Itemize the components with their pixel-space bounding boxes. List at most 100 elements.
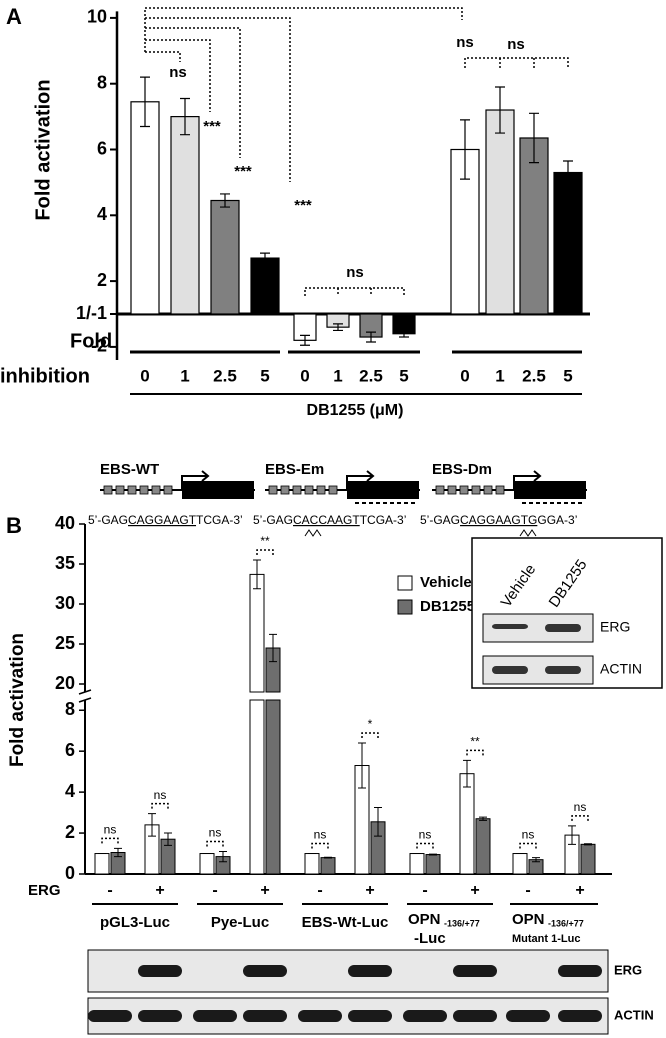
x-tick-label: 5	[399, 366, 408, 385]
error-bar	[495, 86, 505, 134]
y-axis-label: Fold activation	[32, 79, 54, 220]
significance-bracket	[206, 840, 224, 847]
x-tick-label: +	[575, 882, 584, 899]
blot-band	[506, 1010, 550, 1022]
bar	[459, 773, 475, 875]
y-tick-label: 2	[97, 270, 107, 290]
gene-label: luc	[374, 482, 392, 496]
x-tick-label: -	[422, 882, 427, 899]
x-tick-label: 2.5	[213, 366, 237, 385]
error-bar	[140, 76, 150, 128]
y-tick-label: -2	[91, 336, 107, 356]
significance-bracket	[361, 732, 379, 738]
ebs-box	[495, 485, 505, 495]
y-tick-label: 4	[65, 781, 75, 801]
blot-band	[193, 1010, 237, 1022]
construct-name: EBS-Dm	[432, 461, 492, 478]
row-label: ERG	[28, 882, 61, 899]
x-tick-label: 2.5	[522, 366, 546, 385]
blot-band	[545, 624, 581, 632]
significance-bracket	[101, 837, 119, 844]
annotation: ns	[507, 36, 525, 53]
group-label: EBS-Wt-Luc	[302, 914, 389, 931]
y-tick-label: 25	[55, 633, 75, 653]
bar	[409, 853, 425, 875]
error-bar	[253, 559, 261, 590]
sequence: 5’-GAGCAGGAAGTGGGA-3’	[420, 513, 577, 527]
significance-label: ns	[314, 828, 327, 842]
annotation: ns	[346, 264, 364, 281]
error-bar	[333, 323, 343, 332]
construct-name: EBS-WT	[100, 461, 159, 478]
group-label: Pye-Luc	[211, 914, 269, 931]
gene-label: luc	[541, 482, 559, 496]
ebs-box	[292, 485, 302, 495]
bar	[580, 843, 596, 875]
x-tick-label: 1	[333, 366, 342, 385]
y-tick-label: 20	[55, 673, 75, 693]
y-tick-label: 0	[65, 863, 75, 883]
significance-bracket	[519, 842, 537, 849]
y-tick-label: 4	[97, 204, 107, 224]
x-tick-label: -	[525, 882, 530, 899]
bar	[170, 115, 200, 315]
annotation: ns	[169, 64, 187, 81]
blot-band	[88, 1010, 132, 1022]
x-tick-label: 1	[180, 366, 189, 385]
panel-label: A	[6, 4, 22, 29]
group-label: -136/+77	[548, 918, 584, 928]
y-axis-label: inhibition	[0, 365, 90, 387]
significance-bracket	[571, 815, 589, 821]
significance-label: ns	[419, 828, 432, 842]
blot-band	[298, 1010, 342, 1022]
y-tick-label: 6	[97, 138, 107, 158]
x-tick-label: 5	[260, 366, 269, 385]
significance-label: **	[260, 534, 270, 548]
error-bar	[269, 633, 277, 663]
ebs-box	[139, 485, 149, 495]
blot-band	[348, 1010, 392, 1022]
y-tick-label: 10	[87, 7, 107, 27]
y-tick-label: 35	[55, 553, 75, 573]
inset-row-label: ACTIN	[600, 661, 642, 677]
blot-band	[348, 965, 392, 977]
bar	[249, 573, 265, 693]
sequence-part: TCGA-3’	[196, 513, 243, 527]
error-bar	[219, 850, 227, 863]
luc-box	[514, 481, 586, 499]
error-bar	[479, 816, 487, 821]
error-bar	[366, 331, 376, 343]
bar	[485, 109, 515, 315]
sequence-part: 5’-GAG	[88, 513, 128, 527]
luc-box	[182, 481, 254, 499]
legend-label: Vehicle	[420, 574, 472, 591]
bar	[320, 857, 336, 875]
y-tick-label: 1/-1	[76, 303, 107, 323]
annotation: ***	[234, 163, 252, 180]
ebs-box	[471, 485, 481, 495]
significance-bracket	[151, 802, 169, 809]
ebs-box	[103, 485, 113, 495]
bar	[553, 171, 583, 315]
bar	[199, 853, 215, 875]
blot-label: ACTIN	[614, 1007, 654, 1022]
x-tick-label: -	[107, 882, 112, 899]
sequence-part: CAGGAAGTG	[460, 513, 537, 527]
axis-break	[78, 689, 92, 703]
bar	[130, 101, 160, 315]
y-tick-label: 6	[65, 740, 75, 760]
error-bar	[463, 759, 471, 788]
x-tick-label: 0	[300, 366, 309, 385]
significance-bracket	[416, 842, 434, 849]
error-bar	[529, 112, 539, 164]
blot-band	[453, 965, 497, 977]
ebs-box	[151, 485, 161, 495]
y-tick-label: 30	[55, 593, 75, 613]
sequence-part: CACCAAGT	[293, 513, 360, 527]
sequence: 5’-GAGCACCAAGTTCGA-3’	[253, 513, 406, 527]
blot-band	[558, 1010, 602, 1022]
sequence-part: 5’-GAG	[253, 513, 293, 527]
mutation-caret	[304, 529, 322, 537]
x-tick-label: +	[260, 882, 269, 899]
x-tick-label: 0	[140, 366, 149, 385]
